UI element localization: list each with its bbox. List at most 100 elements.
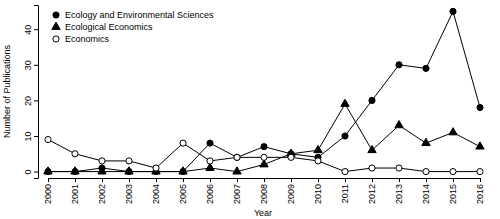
legend-symbol	[53, 36, 59, 42]
legend-symbol	[53, 12, 59, 18]
marker-group	[99, 158, 105, 164]
series-line	[48, 104, 480, 172]
y-tick-label: 30	[23, 60, 33, 70]
x-tick: 2015	[448, 178, 458, 204]
legend-entry: Economics	[53, 34, 110, 44]
point	[396, 165, 402, 171]
y-tick-mark	[34, 65, 38, 66]
point	[180, 140, 186, 146]
x-tick-label: 2011	[340, 184, 350, 203]
point	[288, 154, 294, 160]
y-tick-mark	[34, 172, 38, 173]
x-tick-mark	[102, 178, 103, 182]
x-tick-label: 2013	[394, 184, 404, 204]
x-tick: 2007	[232, 178, 242, 204]
marker-group	[179, 167, 187, 174]
x-tick-mark	[372, 178, 373, 182]
marker-group	[71, 167, 79, 174]
x-tick: 2000	[43, 178, 53, 204]
x-axis-line	[49, 179, 481, 183]
marker-group	[477, 169, 483, 175]
x-tick-label: 2008	[259, 184, 269, 204]
x-tick-label: 2015	[448, 184, 458, 204]
point	[342, 133, 348, 139]
legend-symbol	[52, 22, 60, 29]
x-tick-label: 2009	[286, 184, 296, 204]
marker-group	[449, 128, 457, 135]
x-tick: 2003	[124, 178, 134, 204]
x-tick-label: 2005	[178, 184, 188, 204]
y-tick: 40	[23, 25, 38, 35]
marker-group	[125, 167, 133, 174]
marker-group	[342, 169, 348, 175]
x-tick-mark	[156, 178, 157, 182]
marker-group	[261, 144, 267, 150]
point	[72, 151, 78, 157]
point	[315, 158, 321, 164]
point	[395, 121, 403, 128]
point	[341, 99, 349, 106]
x-tick-mark	[48, 178, 49, 182]
marker-group	[315, 158, 321, 164]
marker-group	[288, 154, 294, 160]
y-tick: 0	[23, 170, 38, 175]
x-tick-mark	[291, 178, 292, 182]
marker-group	[45, 136, 51, 142]
marker-group	[396, 165, 402, 171]
marker-group	[234, 154, 240, 160]
y-tick: 30	[23, 60, 38, 70]
x-tick-label: 2006	[205, 184, 215, 204]
x-tick: 2013	[394, 178, 404, 204]
series-line	[48, 11, 480, 171]
x-tick-mark	[75, 178, 76, 182]
marker-group	[477, 104, 483, 110]
legend-entry: Ecology and Environmental Sciences	[53, 10, 214, 20]
x-tick: 2011	[340, 178, 350, 203]
point	[368, 145, 376, 152]
y-tick-mark	[34, 29, 38, 30]
point	[207, 158, 213, 164]
legend-entry: Ecological Economics	[52, 22, 153, 32]
marker-group	[369, 165, 375, 171]
y-tick-mark	[34, 136, 38, 137]
marker-group	[422, 138, 430, 145]
point	[261, 144, 267, 150]
marker-group	[476, 142, 484, 149]
marker-group	[153, 165, 159, 171]
x-tick-label: 2002	[97, 184, 107, 204]
point	[45, 136, 51, 142]
legend: Ecology and Environmental Sciences Ecolog…	[52, 10, 214, 44]
y-axis: 010203040	[23, 6, 39, 179]
y-tick-label: 0	[23, 170, 33, 175]
x-tick-mark	[318, 178, 319, 182]
marker-group	[368, 145, 376, 152]
x-tick-mark	[210, 178, 211, 182]
x-tick-label: 2001	[70, 184, 80, 204]
y-tick-mark	[34, 100, 38, 101]
marker-group	[450, 8, 456, 14]
marker-group	[72, 151, 78, 157]
x-tick: 2016	[475, 178, 485, 204]
plot-area	[44, 8, 484, 174]
x-tick-label: 2007	[232, 184, 242, 204]
marker-group	[180, 140, 186, 146]
x-tick-mark	[129, 178, 130, 182]
marker-group	[314, 145, 322, 152]
point	[179, 167, 187, 174]
x-tick-mark	[345, 178, 346, 182]
x-tick: 2009	[286, 178, 296, 204]
marker-group	[395, 121, 403, 128]
marker-group	[341, 99, 349, 106]
marker-group	[126, 158, 132, 164]
point	[369, 165, 375, 171]
point	[98, 167, 106, 174]
point	[476, 142, 484, 149]
point	[126, 158, 132, 164]
x-axis: 2000200120022003200420052006200720082009…	[43, 178, 485, 204]
marker-group	[261, 154, 267, 160]
point	[423, 169, 429, 175]
point	[450, 8, 456, 14]
marker-group	[234, 154, 240, 160]
marker-group	[98, 167, 106, 174]
point	[422, 138, 430, 145]
